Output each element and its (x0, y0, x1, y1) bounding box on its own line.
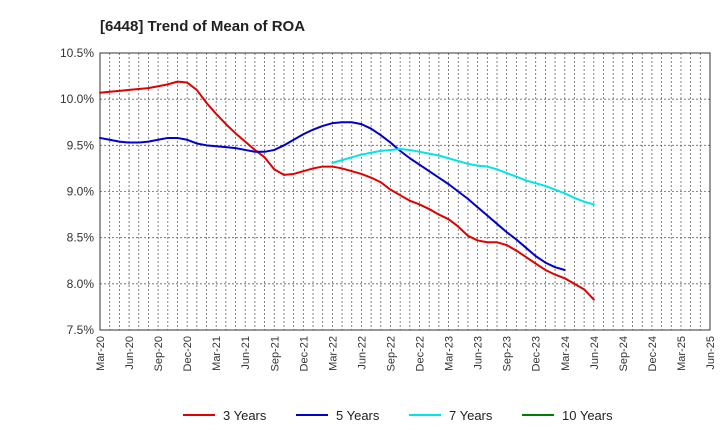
y-tick-label: 9.5% (67, 138, 95, 152)
legend-label-7-years: 7 Years (449, 408, 493, 423)
y-tick-label: 7.5% (67, 323, 95, 337)
y-tick-label: 8.5% (67, 231, 95, 245)
x-tick-label: Sep-20 (153, 336, 165, 371)
x-tick-label: Mar-24 (560, 336, 572, 371)
x-tick-label: Jun-22 (356, 336, 368, 370)
plot-area-frame (99, 52, 711, 331)
x-tick-label: Dec-24 (647, 336, 659, 371)
series-lines (99, 80, 595, 301)
x-tick-label: Dec-20 (182, 336, 194, 371)
x-tick-label: Mar-21 (211, 336, 223, 371)
grid (100, 52, 710, 331)
x-tick-label: Mar-23 (444, 336, 456, 371)
x-tick-label: Sep-24 (618, 336, 630, 371)
x-tick-label: Dec-21 (298, 336, 310, 371)
x-tick-label: Jun-21 (240, 336, 252, 370)
chart-title: [6448] Trend of Mean of ROA (100, 18, 305, 35)
y-tick-label: 8.0% (67, 277, 95, 291)
x-tick-label: Jun-23 (473, 336, 485, 370)
series-line-3-years (99, 80, 595, 301)
x-tick-label: Mar-25 (676, 336, 688, 371)
y-tick-label: 9.0% (67, 185, 95, 199)
x-tick-label: Dec-23 (531, 336, 543, 371)
axes: 7.5% 8.0% 8.5% 9.0% 9.5% 10.0% 10.5% Mar-20 Jun-… (60, 46, 717, 371)
x-tick-label: Sep-23 (502, 336, 514, 371)
x-tick-label: Dec-22 (415, 336, 427, 371)
x-tick-label: Jun-20 (124, 336, 136, 370)
x-tick-label: Jun-25 (705, 336, 717, 370)
x-tick-label: Mar-20 (95, 336, 107, 371)
series-line-7-years (331, 148, 595, 206)
x-tick-label: Jun-24 (589, 336, 601, 370)
legend-label-10-years: 10 Years (562, 408, 613, 423)
legend: 3 Years 5 Years 7 Years 10 Years (183, 408, 613, 423)
x-tick-label: Sep-21 (269, 336, 281, 371)
y-tick-label: 10.0% (60, 92, 94, 106)
legend-label-5-years: 5 Years (336, 408, 380, 423)
series-line-5-years (99, 121, 566, 271)
x-tick-label: Mar-22 (327, 336, 339, 371)
legend-label-3-years: 3 Years (223, 408, 267, 423)
x-tick-label: Sep-22 (385, 336, 397, 371)
y-tick-label: 10.5% (60, 46, 94, 60)
